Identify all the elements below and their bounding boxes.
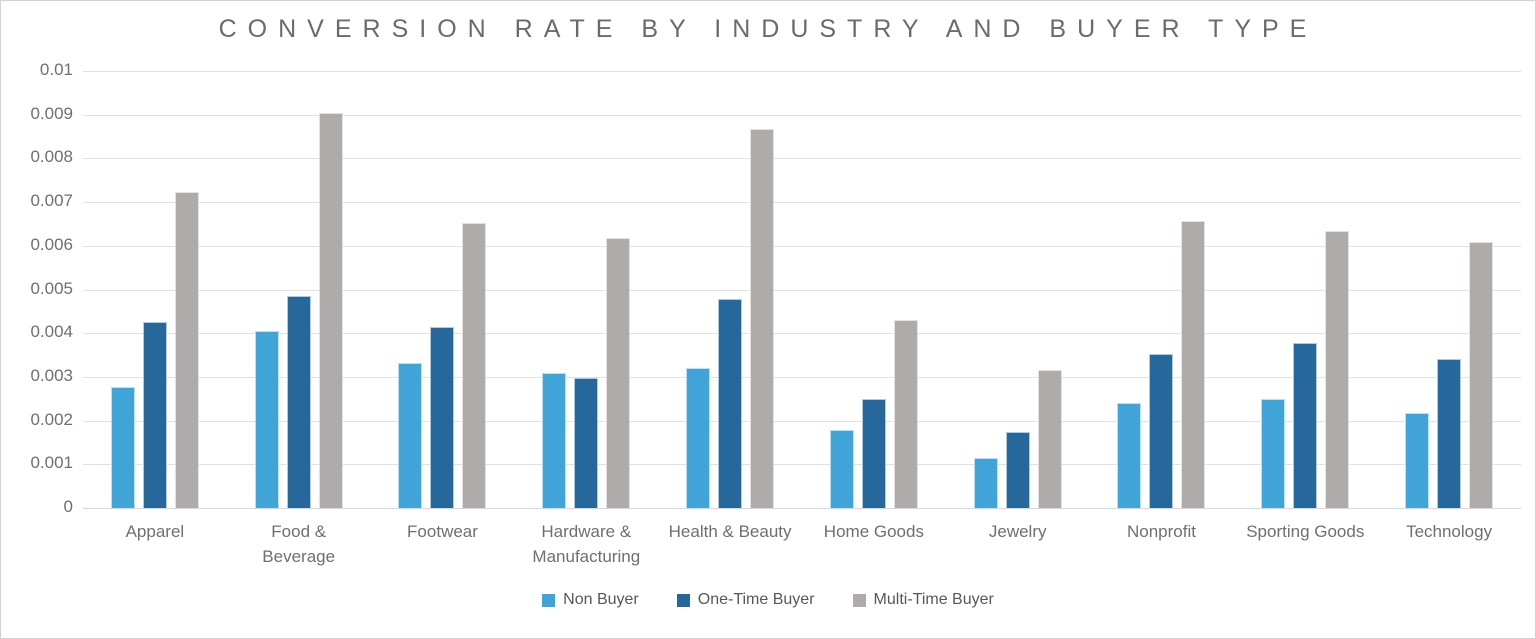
category-label-technology: Technology [1406, 522, 1493, 541]
chart-title: CONVERSION RATE BY INDUSTRY AND BUYER TY… [218, 15, 1318, 43]
gridline-0.004 [83, 333, 1521, 335]
bar-one-time-buyer-hardware-manufacturing [574, 377, 599, 508]
legend-label-one-time-buyer: One-Time Buyer [697, 591, 815, 608]
category-label-nonprofit: Nonprofit [1126, 522, 1196, 541]
bar-non-buyer-hardware-manufacturing [542, 373, 567, 508]
bar-one-time-buyer-food-beverage [286, 295, 311, 508]
bar-group-sporting-goods [1233, 71, 1377, 508]
bar-one-time-buyer-technology [1437, 359, 1462, 508]
category-axis: Apparel Food & Beverage Footwear Hardware &… [83, 520, 1521, 569]
bar-group-hardware-manufacturing [514, 71, 658, 508]
bar-multi-time-buyer-technology [1469, 241, 1494, 508]
bar-non-buyer-apparel [110, 387, 135, 508]
bar-non-buyer-nonprofit [1117, 402, 1142, 508]
category-label-jewelry: Jewelry [988, 522, 1047, 541]
legend-swatch-one-time-buyer [676, 593, 690, 607]
bar-non-buyer-technology [1405, 412, 1430, 508]
bar-non-buyer-home-goods [829, 430, 854, 508]
y-tick-label: 0.009 [30, 103, 73, 123]
y-tick-label: 0.01 [39, 60, 73, 79]
bar-multi-time-buyer-sporting-goods [1325, 231, 1350, 508]
bar-multi-time-buyer-food-beverage [318, 112, 343, 508]
legend-swatch-multi-time-buyer [852, 593, 866, 607]
bar-non-buyer-footwear [398, 363, 423, 508]
y-tick-label: 0.002 [30, 409, 73, 429]
bar-multi-time-buyer-nonprofit [1181, 221, 1206, 508]
bar-group-health-beauty [658, 71, 802, 508]
y-tick-label: 0.003 [30, 365, 73, 385]
gridline-0.01 [83, 71, 1521, 72]
y-tick-label: 0 [63, 497, 73, 516]
bar-one-time-buyer-nonprofit [1149, 354, 1174, 508]
y-tick-label: 0.005 [30, 278, 73, 298]
legend-label-non-buyer: Non Buyer [563, 591, 639, 608]
legend: Non Buyer One-Time Buyer Multi-Time Buyer [1, 591, 1535, 609]
legend-label-multi-time-buyer: Multi-Time Buyer [873, 591, 994, 608]
bar-non-buyer-jewelry [973, 458, 998, 508]
bar-multi-time-buyer-home-goods [893, 319, 918, 508]
legend-item-multi-time-buyer: Multi-Time Buyer [852, 591, 994, 609]
gridline-0 [83, 508, 1521, 509]
y-tick-label: 0.006 [30, 234, 73, 254]
gridline-0.002 [83, 420, 1521, 422]
category-label-sporting-goods: Sporting Goods [1246, 522, 1365, 541]
bar-group-technology [1377, 71, 1521, 508]
gridline-0.007 [83, 202, 1521, 204]
category-label-food-beverage: Food & Beverage [262, 522, 336, 566]
bar-multi-time-buyer-apparel [174, 191, 199, 508]
legend-item-one-time-buyer: One-Time Buyer [676, 591, 815, 609]
bar-multi-time-buyer-hardware-manufacturing [606, 237, 631, 508]
y-tick-label: 0.001 [30, 453, 73, 473]
category-label-hardware-manufacturing: Hardware & Manufacturing [532, 522, 641, 566]
bar-multi-time-buyer-health-beauty [750, 129, 775, 508]
gridline-0.006 [83, 245, 1521, 247]
bar-multi-time-buyer-jewelry [1037, 369, 1062, 508]
category-label-apparel: Apparel [125, 522, 185, 541]
category-label-health-beauty: Health & Beauty [668, 522, 792, 541]
bar-groups [83, 71, 1521, 508]
gridline-0.003 [83, 376, 1521, 378]
bar-one-time-buyer-home-goods [861, 399, 886, 508]
bar-one-time-buyer-jewelry [1005, 431, 1030, 508]
gridline-0.001 [83, 464, 1521, 466]
bar-non-buyer-food-beverage [254, 331, 279, 508]
bar-non-buyer-health-beauty [686, 367, 711, 508]
bar-one-time-buyer-footwear [430, 327, 455, 508]
bar-one-time-buyer-health-beauty [718, 299, 743, 508]
bar-group-apparel [83, 71, 227, 508]
y-tick-label: 0.007 [30, 191, 73, 211]
gridline-0.008 [83, 158, 1521, 160]
bar-group-food-beverage [227, 71, 371, 508]
bar-non-buyer-sporting-goods [1261, 399, 1286, 508]
y-tick-label: 0.004 [30, 322, 73, 342]
category-label-home-goods: Home Goods [823, 522, 924, 541]
bar-group-home-goods [802, 71, 946, 508]
bar-one-time-buyer-sporting-goods [1293, 342, 1318, 508]
bar-group-nonprofit [1090, 71, 1234, 508]
category-label-footwear: Footwear [407, 522, 478, 541]
bar-group-footwear [371, 71, 515, 508]
bar-multi-time-buyer-footwear [462, 222, 487, 508]
bar-group-jewelry [946, 71, 1090, 508]
bar-one-time-buyer-apparel [142, 322, 167, 508]
y-tick-label: 0.008 [30, 147, 73, 167]
gridline-0.009 [83, 114, 1521, 116]
legend-swatch-non-buyer [542, 593, 556, 607]
gridline-0.005 [83, 289, 1521, 291]
legend-item-non-buyer: Non Buyer [542, 591, 639, 609]
